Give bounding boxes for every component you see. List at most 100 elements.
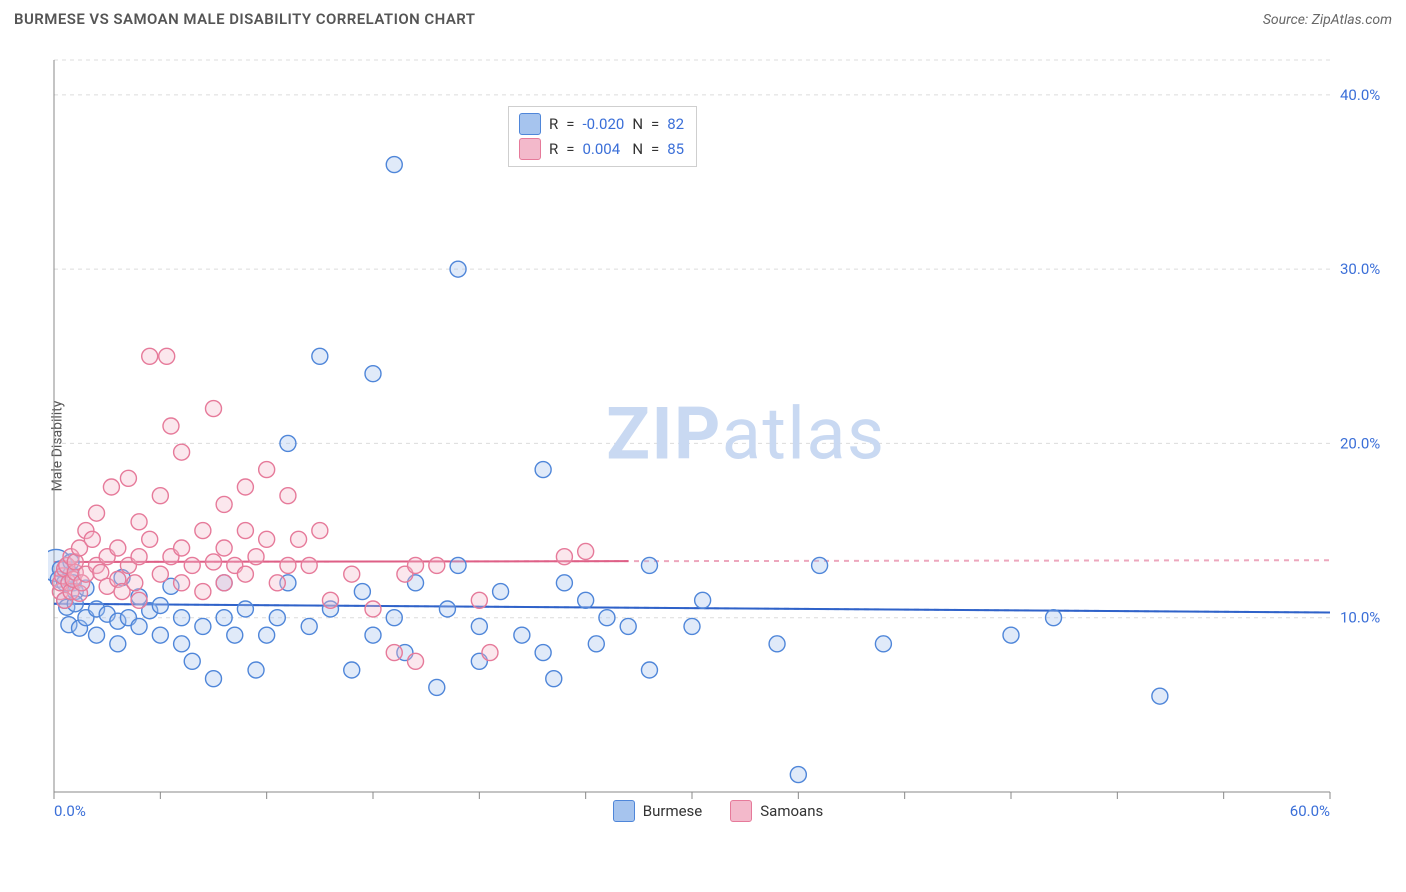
data-point: [131, 549, 147, 565]
data-point: [556, 575, 572, 591]
data-point: [120, 470, 136, 486]
data-point: [641, 557, 657, 573]
legend-swatch-burmese: [613, 800, 635, 822]
data-point: [237, 566, 253, 582]
data-point: [812, 557, 828, 573]
data-point: [89, 505, 105, 521]
data-point: [110, 540, 126, 556]
header: BURMESE VS SAMOAN MALE DISABILITY CORREL…: [14, 10, 1392, 28]
data-point: [1152, 688, 1168, 704]
legend-item-samoans: Samoans: [730, 800, 823, 822]
legend-n-value-1: 82: [667, 113, 684, 136]
data-point: [152, 627, 168, 643]
chart-container: BURMESE VS SAMOAN MALE DISABILITY CORREL…: [0, 0, 1406, 892]
chart-title: BURMESE VS SAMOAN MALE DISABILITY CORREL…: [14, 10, 475, 28]
scatter-plot: 10.0%20.0%30.0%40.0%0.0%60.0%: [48, 48, 1388, 828]
data-point: [620, 618, 636, 634]
data-point: [195, 523, 211, 539]
data-point: [280, 435, 296, 451]
data-point: [152, 566, 168, 582]
data-point: [535, 462, 551, 478]
data-point: [450, 261, 466, 277]
data-point: [248, 662, 264, 678]
legend-r-value-2: 0.004: [582, 138, 624, 161]
data-point: [174, 540, 190, 556]
legend-eq-2b: =: [651, 138, 659, 161]
data-point: [216, 610, 232, 626]
data-point: [159, 348, 175, 364]
data-point: [599, 610, 615, 626]
data-point: [216, 540, 232, 556]
data-point: [695, 592, 711, 608]
data-point: [291, 531, 307, 547]
data-point: [439, 601, 455, 617]
data-point: [408, 557, 424, 573]
data-point: [312, 348, 328, 364]
data-point: [344, 662, 360, 678]
data-point: [588, 636, 604, 652]
series-legend: Burmese Samoans: [48, 800, 1388, 822]
y-tick-label: 40.0%: [1340, 86, 1380, 104]
data-point: [429, 679, 445, 695]
legend-r-value-1: -0.020: [582, 113, 624, 136]
data-point: [237, 479, 253, 495]
data-point: [493, 584, 509, 600]
data-point: [641, 662, 657, 678]
data-point: [206, 671, 222, 687]
data-point: [237, 601, 253, 617]
data-point: [163, 418, 179, 434]
data-point: [174, 575, 190, 591]
data-point: [578, 543, 594, 559]
data-point: [206, 401, 222, 417]
data-point: [269, 610, 285, 626]
data-point: [174, 636, 190, 652]
data-point: [684, 618, 700, 634]
data-point: [131, 514, 147, 530]
data-point: [89, 627, 105, 643]
data-point: [216, 575, 232, 591]
y-tick-label: 30.0%: [1340, 260, 1380, 278]
data-point: [195, 584, 211, 600]
y-tick-label: 10.0%: [1340, 609, 1380, 627]
legend-eq-1b: =: [651, 113, 659, 136]
y-tick-label: 20.0%: [1340, 434, 1380, 452]
data-point: [408, 653, 424, 669]
legend-swatch-samoans: [730, 800, 752, 822]
data-point: [301, 618, 317, 634]
data-point: [386, 645, 402, 661]
data-point: [386, 610, 402, 626]
data-point: [216, 496, 232, 512]
data-point: [875, 636, 891, 652]
legend-r-label-1: R: [549, 113, 558, 136]
data-point: [248, 549, 264, 565]
data-point: [769, 636, 785, 652]
legend-swatch-2: [519, 138, 541, 160]
legend-item-burmese: Burmese: [613, 800, 703, 822]
data-point: [152, 598, 168, 614]
data-point: [546, 671, 562, 687]
data-point: [365, 627, 381, 643]
data-point: [482, 645, 498, 661]
data-point: [227, 627, 243, 643]
correlation-legend: R = -0.020 N = 82 R = 0.004 N = 85: [508, 106, 697, 167]
data-point: [1003, 627, 1019, 643]
data-point: [344, 566, 360, 582]
data-point: [322, 592, 338, 608]
data-point: [142, 531, 158, 547]
data-point: [110, 636, 126, 652]
data-point: [184, 557, 200, 573]
legend-label-burmese: Burmese: [643, 802, 703, 820]
data-point: [280, 557, 296, 573]
data-point: [152, 488, 168, 504]
data-point: [450, 557, 466, 573]
legend-n-label-2: N: [632, 138, 643, 161]
data-point: [259, 627, 275, 643]
data-point: [269, 575, 285, 591]
data-point: [386, 157, 402, 173]
legend-swatch-1: [519, 113, 541, 135]
data-point: [514, 627, 530, 643]
data-point: [429, 557, 445, 573]
data-point: [131, 592, 147, 608]
data-point: [790, 767, 806, 783]
data-point: [280, 488, 296, 504]
